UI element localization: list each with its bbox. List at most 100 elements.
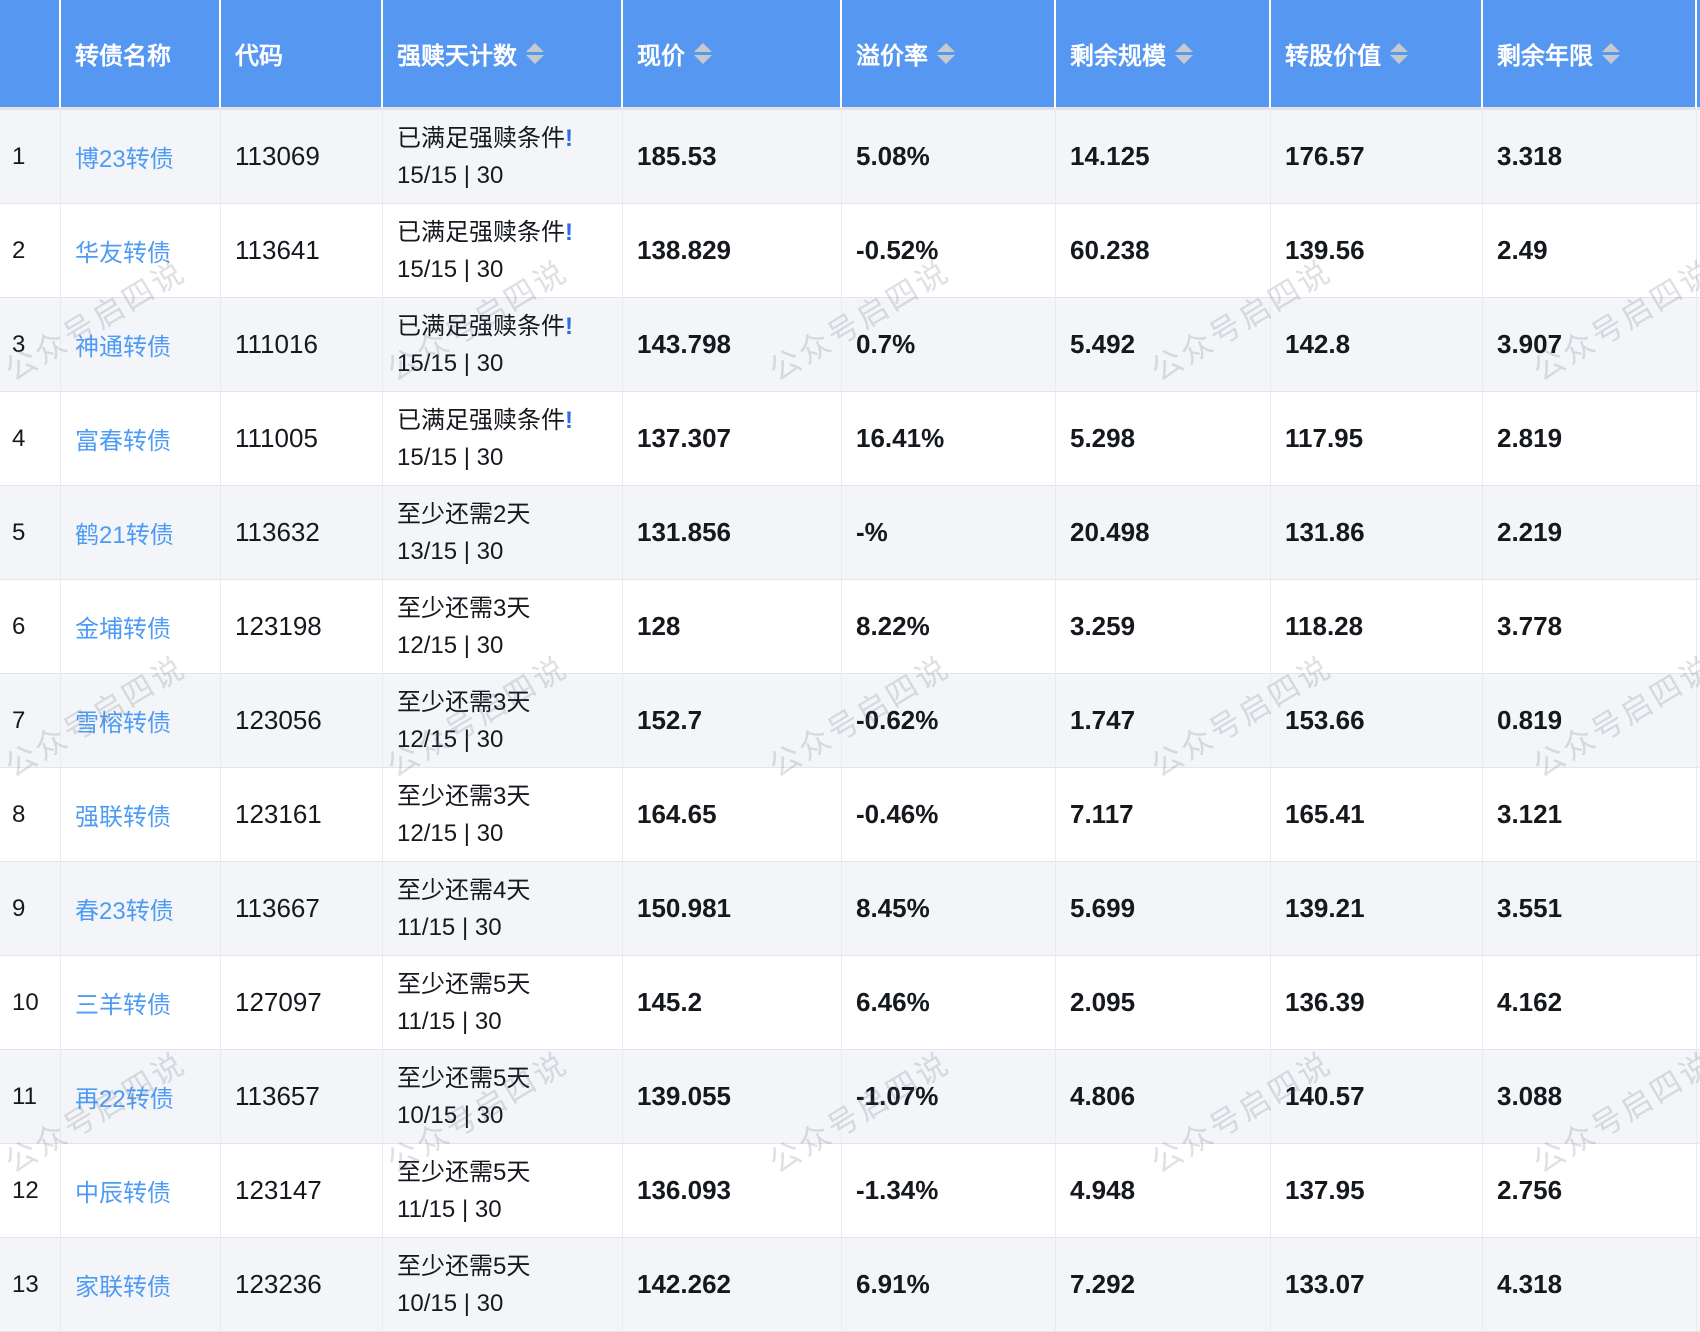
remaining-years-cell: 4.318 [1483, 1238, 1697, 1332]
bond-name-link[interactable]: 三羊转债 [75, 992, 171, 1019]
redeem-day-count: 15/15 | 30 [397, 255, 504, 283]
current-price-cell: 143.798 [623, 298, 842, 392]
row-edge-sliver [1697, 674, 1700, 768]
redeem-status-text: 至少还需5天 [397, 1252, 531, 1280]
column-header-premium[interactable]: 溢价率 [842, 0, 1056, 110]
sort-icon[interactable] [1175, 43, 1193, 64]
bond-name-link[interactable]: 再22转债 [75, 1086, 174, 1113]
remaining-size-cell: 4.948 [1056, 1144, 1271, 1238]
bond-name-link[interactable]: 家联转债 [75, 1274, 171, 1301]
remaining-size-cell: 5.699 [1056, 862, 1271, 956]
sort-icon[interactable] [937, 43, 955, 64]
remaining-years-cell: 2.219 [1483, 486, 1697, 580]
bond-code-cell: 123056 [221, 674, 383, 768]
row-index-cell: 12 [0, 1144, 61, 1238]
bond-name-cell: 金埔转债 [61, 580, 221, 674]
redeem-countdown-cell: 已满足强赎条件! 15/15 | 30 [383, 392, 623, 486]
redeem-day-count: 15/15 | 30 [397, 443, 504, 471]
redeem-status-text: 至少还需3天 [397, 594, 531, 622]
sort-asc-icon [1175, 43, 1193, 52]
remaining-years-cell: 3.778 [1483, 580, 1697, 674]
conversion-value-cell: 176.57 [1271, 110, 1483, 204]
sort-icon[interactable] [1390, 43, 1408, 64]
remaining-size-cell: 5.492 [1056, 298, 1271, 392]
bond-code-cell: 113667 [221, 862, 383, 956]
bond-name-link[interactable]: 中辰转债 [75, 1180, 171, 1207]
redeem-countdown-cell: 已满足强赎条件! 15/15 | 30 [383, 110, 623, 204]
redeem-day-count: 10/15 | 30 [397, 1289, 504, 1317]
bond-name-link[interactable]: 华友转债 [75, 240, 171, 267]
bond-name-cell: 三羊转债 [61, 956, 221, 1050]
redeem-countdown-cell: 至少还需3天 12/15 | 30 [383, 768, 623, 862]
remaining-size-cell: 60.238 [1056, 204, 1271, 298]
column-header-years[interactable]: 剩余年限 [1483, 0, 1697, 110]
redeem-status-text: 至少还需3天 [397, 782, 531, 810]
conversion-value-cell: 142.8 [1271, 298, 1483, 392]
conversion-value-cell: 153.66 [1271, 674, 1483, 768]
table-row: 7 雪榕转债 123056 至少还需3天 12/15 | 30 152.7 -0.62% 1.… [0, 674, 1700, 768]
bond-name-link[interactable]: 神通转债 [75, 334, 171, 361]
redeem-day-count: 15/15 | 30 [397, 349, 504, 377]
current-price-cell: 164.65 [623, 768, 842, 862]
sort-icon[interactable] [526, 43, 544, 64]
sort-desc-icon [694, 55, 712, 64]
column-label: 强赎天计数 [397, 43, 517, 70]
bond-name-link[interactable]: 鹤21转债 [75, 522, 174, 549]
premium-rate-cell: -% [842, 486, 1056, 580]
row-index-cell: 3 [0, 298, 61, 392]
bond-name-link[interactable]: 金埔转债 [75, 616, 171, 643]
premium-rate-cell: -0.46% [842, 768, 1056, 862]
table-header: 转债名称 代码 强赎天计数 现价 溢价率 剩余规模 转股价值 剩余年限 [0, 0, 1700, 110]
sort-icon[interactable] [1602, 43, 1620, 64]
column-header-price[interactable]: 现价 [623, 0, 842, 110]
column-header-redeem[interactable]: 强赎天计数 [383, 0, 623, 110]
premium-rate-cell: -0.62% [842, 674, 1056, 768]
row-index-cell: 8 [0, 768, 61, 862]
remaining-years-cell: 0.819 [1483, 674, 1697, 768]
sort-icon[interactable] [694, 43, 712, 64]
table-row: 11 再22转债 113657 至少还需5天 10/15 | 30 139.055 -1.0… [0, 1050, 1700, 1144]
redeem-status-text: 至少还需4天 [397, 876, 531, 904]
redeem-countdown-cell: 至少还需3天 12/15 | 30 [383, 674, 623, 768]
redeem-day-count: 10/15 | 30 [397, 1101, 504, 1129]
bond-name-link[interactable]: 博23转债 [75, 146, 174, 173]
row-edge-sliver [1697, 862, 1700, 956]
column-header-index [0, 0, 61, 110]
column-header-value[interactable]: 转股价值 [1271, 0, 1483, 110]
remaining-years-cell: 2.819 [1483, 392, 1697, 486]
bond-code-cell: 123236 [221, 1238, 383, 1332]
row-edge-sliver [1697, 298, 1700, 392]
remaining-size-cell: 14.125 [1056, 110, 1271, 204]
bond-name-link[interactable]: 富春转债 [75, 428, 171, 455]
table-row: 8 强联转债 123161 至少还需3天 12/15 | 30 164.65 -0.46% 7… [0, 768, 1700, 862]
redeem-status-text: 已满足强赎条件 [397, 406, 565, 434]
table-row: 13 家联转债 123236 至少还需5天 10/15 | 30 142.262 6.91%… [0, 1238, 1700, 1332]
header-edge-sliver [1697, 0, 1700, 110]
bond-name-cell: 再22转债 [61, 1050, 221, 1144]
row-index-cell: 7 [0, 674, 61, 768]
sort-desc-icon [1390, 55, 1408, 64]
column-label: 溢价率 [856, 43, 928, 70]
remaining-size-cell: 3.259 [1056, 580, 1271, 674]
bond-code-cell: 113641 [221, 204, 383, 298]
bond-name-link[interactable]: 强联转债 [75, 804, 171, 831]
current-price-cell: 145.2 [623, 956, 842, 1050]
bond-code-cell: 123147 [221, 1144, 383, 1238]
redeem-alert-mark: ! [565, 312, 573, 340]
redeem-countdown-cell: 至少还需5天 10/15 | 30 [383, 1238, 623, 1332]
table-row: 2 华友转债 113641 已满足强赎条件! 15/15 | 30 138.829 -0.5… [0, 204, 1700, 298]
conversion-value-cell: 133.07 [1271, 1238, 1483, 1332]
premium-rate-cell: 5.08% [842, 110, 1056, 204]
bond-name-link[interactable]: 雪榕转债 [75, 710, 171, 737]
current-price-cell: 142.262 [623, 1238, 842, 1332]
redeem-countdown-cell: 至少还需2天 13/15 | 30 [383, 486, 623, 580]
conversion-value-cell: 137.95 [1271, 1144, 1483, 1238]
column-header-name: 转债名称 [61, 0, 221, 110]
bond-name-link[interactable]: 春23转债 [75, 898, 174, 925]
row-edge-sliver [1697, 1144, 1700, 1238]
column-header-size[interactable]: 剩余规模 [1056, 0, 1271, 110]
bond-code-cell: 127097 [221, 956, 383, 1050]
sort-desc-icon [937, 55, 955, 64]
